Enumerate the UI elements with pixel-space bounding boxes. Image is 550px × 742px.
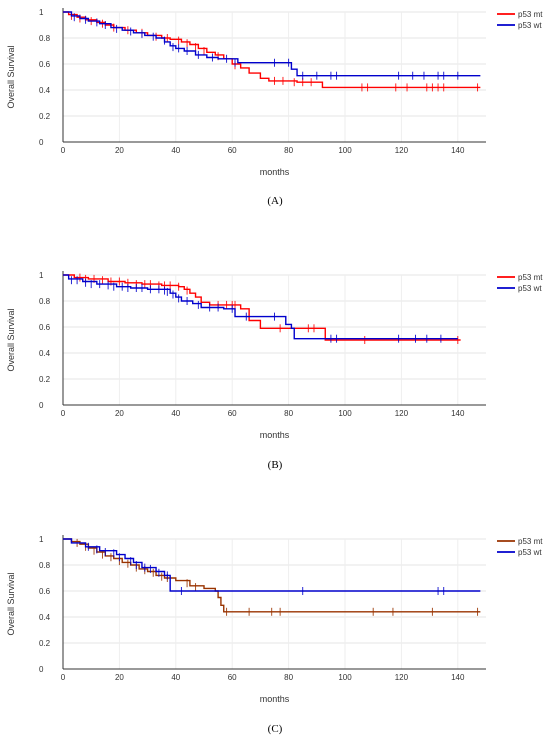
x-tick-label: 60 xyxy=(228,673,237,682)
y-tick-label: 1 xyxy=(39,8,44,17)
y-tick-label: 0.2 xyxy=(39,375,51,384)
x-tick-label: 60 xyxy=(228,146,237,155)
legend-label-1: p53 mt xyxy=(518,10,543,19)
km-panel-c: 0 0.2 0.4 0.6 0.8 1 0 20 40 60 80 100 120 140 months Ov… xyxy=(0,527,550,742)
x-tick-label: 100 xyxy=(338,673,352,682)
y-tick-label: 0.8 xyxy=(39,297,51,306)
x-axis-label: months xyxy=(260,694,290,704)
legend-label-2: p53 wt xyxy=(518,548,542,557)
y-tick-label: 0.8 xyxy=(39,34,51,43)
x-tick-label: 140 xyxy=(451,409,465,418)
x-tick-label: 20 xyxy=(115,409,124,418)
legend-label-2: p53 wt xyxy=(518,21,542,30)
y-tick-label: 0.2 xyxy=(39,112,51,121)
panel-label-a: (A) xyxy=(267,195,283,207)
y-tick-label: 0.4 xyxy=(39,86,51,95)
legend-label-1: p53 mt xyxy=(518,537,543,546)
survival-curve-2 xyxy=(63,11,481,77)
km-panel-a: 0 0.2 0.4 0.6 0.8 1 0 20 40 60 80 100 120 140 months Ov… xyxy=(0,0,550,215)
x-tick-label: 80 xyxy=(284,146,293,155)
x-tick-label: 60 xyxy=(228,409,237,418)
x-axis-label: months xyxy=(260,430,290,440)
y-tick-label: 1 xyxy=(39,535,44,544)
x-tick-label: 0 xyxy=(61,409,66,418)
y-tick-label: 0 xyxy=(39,138,44,147)
y-tick-label: 0 xyxy=(39,401,44,410)
panel-label-b: (B) xyxy=(267,459,283,471)
x-axis-label: months xyxy=(260,167,290,177)
survival-curve-2 xyxy=(63,538,481,592)
x-tick-label: 80 xyxy=(284,673,293,682)
x-tick-label: 0 xyxy=(61,673,66,682)
survival-curve-1 xyxy=(63,538,481,613)
survival-curve-1 xyxy=(63,11,481,89)
y-axis-label: Overall Survival xyxy=(6,308,16,371)
y-tick-label: 0.8 xyxy=(39,561,51,570)
survival-curve-2 xyxy=(63,274,458,340)
y-tick-label: 0.2 xyxy=(39,639,51,648)
legend-label-2: p53 wt xyxy=(518,284,542,293)
y-tick-label: 0 xyxy=(39,665,44,674)
x-tick-label: 120 xyxy=(395,409,409,418)
y-tick-label: 0.6 xyxy=(39,587,51,596)
x-tick-label: 100 xyxy=(338,409,352,418)
survival-curve-1 xyxy=(63,274,461,341)
y-axis-label: Overall Survival xyxy=(6,572,16,635)
x-tick-label: 20 xyxy=(115,146,124,155)
km-chart-a: 0 0.2 0.4 0.6 0.8 1 0 20 40 60 80 100 120 140 months Ov… xyxy=(6,8,543,177)
km-chart-b: 0 0.2 0.4 0.6 0.8 1 0 20 40 60 80 100 120 140 months Ov… xyxy=(6,271,543,440)
x-tick-label: 40 xyxy=(171,673,180,682)
x-tick-label: 40 xyxy=(171,409,180,418)
y-tick-label: 0.4 xyxy=(39,613,51,622)
x-tick-label: 120 xyxy=(395,146,409,155)
y-tick-label: 0.4 xyxy=(39,349,51,358)
x-tick-label: 80 xyxy=(284,409,293,418)
x-tick-label: 140 xyxy=(451,673,465,682)
x-tick-label: 0 xyxy=(61,146,66,155)
y-tick-label: 0.6 xyxy=(39,323,51,332)
x-tick-label: 100 xyxy=(338,146,352,155)
legend-label-1: p53 mt xyxy=(518,273,543,282)
panel-label-c: (C) xyxy=(267,723,283,735)
km-chart-c: 0 0.2 0.4 0.6 0.8 1 0 20 40 60 80 100 120 140 months Ov… xyxy=(6,535,543,704)
x-tick-label: 20 xyxy=(115,673,124,682)
y-axis-label: Overall Survival xyxy=(6,45,16,108)
km-panel-b: 0 0.2 0.4 0.6 0.8 1 0 20 40 60 80 100 120 140 months Ov… xyxy=(0,263,550,478)
x-tick-label: 40 xyxy=(171,146,180,155)
x-tick-label: 140 xyxy=(451,146,465,155)
y-tick-label: 0.6 xyxy=(39,60,51,69)
x-tick-label: 120 xyxy=(395,673,409,682)
y-tick-label: 1 xyxy=(39,271,44,280)
